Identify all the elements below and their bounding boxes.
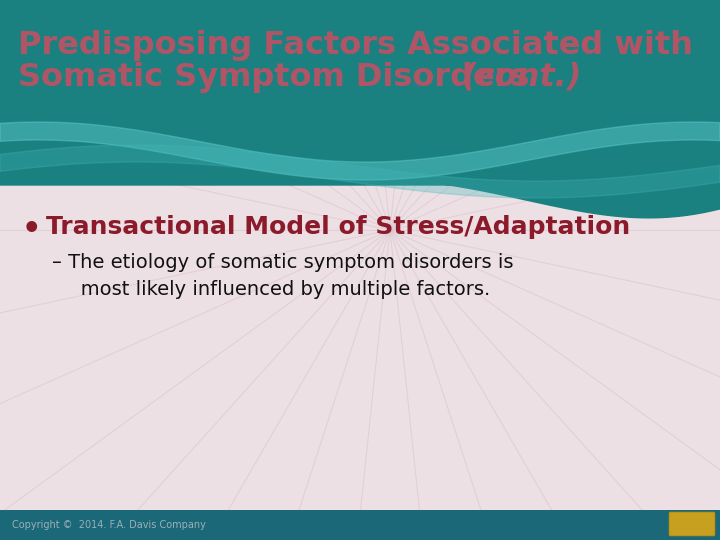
Text: most likely influenced by multiple factors.: most likely influenced by multiple facto… xyxy=(62,280,490,299)
Text: (cont.): (cont.) xyxy=(462,62,582,93)
Text: •: • xyxy=(22,215,42,244)
Text: Copyright ©  2014. F.A. Davis Company: Copyright © 2014. F.A. Davis Company xyxy=(12,520,206,530)
FancyBboxPatch shape xyxy=(0,510,720,540)
Polygon shape xyxy=(0,165,720,218)
Text: Predisposing Factors Associated with: Predisposing Factors Associated with xyxy=(18,30,693,61)
FancyBboxPatch shape xyxy=(669,512,715,536)
FancyBboxPatch shape xyxy=(0,0,720,185)
Text: Transactional Model of Stress/Adaptation: Transactional Model of Stress/Adaptation xyxy=(46,215,630,239)
Text: – The etiology of somatic symptom disorders is: – The etiology of somatic symptom disord… xyxy=(52,253,513,272)
Text: Somatic Symptom Disorders: Somatic Symptom Disorders xyxy=(18,62,541,93)
